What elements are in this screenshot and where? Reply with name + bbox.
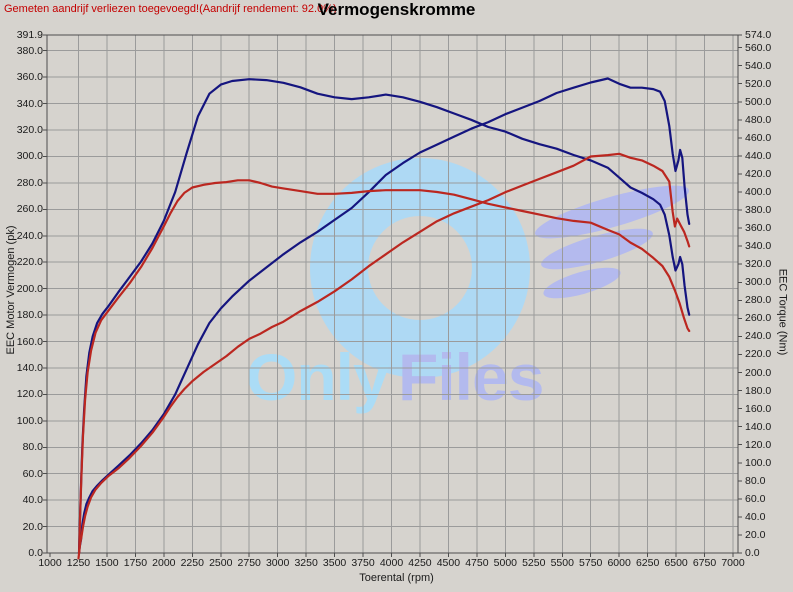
y-right-tick-label: 240.0 [745,330,772,343]
y-left-tick-label: 340.0 [16,97,43,110]
y-left-tick-label: 220.0 [16,256,43,269]
y-right-tick-label: 400.0 [745,186,772,199]
x-tick-label: 2000 [152,557,176,569]
y-left-tick-label: 160.0 [16,335,43,348]
x-tick-label: 3000 [265,557,290,569]
y-right-tick-label: 20.0 [745,528,766,541]
y-right-tick-label: 300.0 [745,276,772,289]
x-tick-label: 7000 [721,557,745,569]
y-left-tick-label: 360.0 [16,71,43,84]
y-left-tick-label: 391.9 [16,29,43,41]
x-tick-label: 3250 [294,557,318,569]
y-right-tick-label: 120.0 [745,438,772,451]
watermark-wing-icon [534,185,690,299]
y-left-tick-label: 260.0 [16,203,43,216]
y-right-tick-label: 340.0 [745,240,772,253]
y-left-tick-label: 80.0 [22,441,43,454]
grid-lines [47,35,738,553]
y-left-tick-label: 380.0 [16,44,43,57]
y-left-tick-label: 40.0 [22,494,43,507]
y-right-tick-label: 160.0 [745,402,772,415]
y-right-tick-label: 360.0 [745,222,772,235]
y-left-tick-label: 200.0 [16,282,43,295]
x-tick-label: 1500 [95,557,119,569]
watermark-text-only: Only [246,340,390,414]
y-right-tick-label: 320.0 [745,258,772,271]
y-right-tick-label: 280.0 [745,294,772,307]
y-right-tick-label: 260.0 [745,312,772,325]
y-right-tick-label: 40.0 [745,510,766,523]
y-right-tick-label: 460.0 [745,131,772,144]
y-left-tick-label: 300.0 [16,150,43,163]
y-left-tick-label: 140.0 [16,361,43,374]
y-left-tick-label: 0.0 [28,547,43,559]
x-tick-label: 6750 [692,557,717,569]
y-left-tick-label: 20.0 [22,520,43,533]
curve-torque_blue_run [77,78,691,555]
y-left-tick-label: 320.0 [16,124,43,137]
curve-torque_red_run [77,179,691,560]
y-right-tick-label: 540.0 [745,59,772,72]
y-right-tick-label: 100.0 [745,456,772,469]
x-tick-label: 3500 [322,557,347,569]
y-right-tick-label: 500.0 [745,95,772,108]
x-axis-title: Toerental (rpm) [359,572,434,584]
x-tick-label: 2750 [237,557,261,569]
y-right-tick-label: 220.0 [745,348,772,361]
y-right-tick-label: 520.0 [745,77,772,90]
y-right-tick-label: 480.0 [745,113,772,126]
y-left-tick-label: 120.0 [16,388,43,401]
x-tick-label: 2250 [180,557,204,569]
y-right-tick-label: 180.0 [745,384,772,397]
x-tick-label: 4250 [408,557,432,569]
x-tick-label: 3750 [351,557,375,569]
driveline-loss-note: Gemeten aandrijf verliezen toegevoegd!(A… [4,3,337,15]
x-tick-label: 4750 [465,557,489,569]
y-right-tick-label: 440.0 [745,149,772,162]
x-tick-label: 5500 [550,557,574,569]
chart-title: Vermogenskromme [317,0,476,19]
x-tick-label: 5750 [579,557,603,569]
watermark-text-files: Files [398,340,543,414]
x-tick-label: 2500 [209,557,233,569]
watermark: Only Files [246,158,690,414]
x-tick-label: 1250 [66,557,91,569]
y-left-tick-label: 240.0 [16,229,43,242]
y-right-tick-label: 140.0 [745,420,772,433]
y-right-tick-label: 574.0 [745,29,772,41]
y-left-tick-label: 280.0 [16,176,43,189]
y-right-tick-label: 80.0 [745,474,766,487]
y-right-tick-label: 200.0 [745,366,772,379]
y-right-tick-label: 420.0 [745,167,772,180]
plot-border [46,34,739,554]
y-left-tick-label: 100.0 [16,414,43,427]
x-tick-label: 5000 [493,557,517,569]
y-right-tick-label: 560.0 [745,41,772,54]
y-right-tick-label: 0.0 [745,547,760,559]
curve-power_red_run [78,152,691,555]
y-right-tick-label: 60.0 [745,492,766,505]
plot-frame [43,34,742,557]
x-tick-label: 6000 [607,557,631,569]
x-tick-label: 6500 [664,557,688,569]
y-left-tick-label: 180.0 [16,309,43,322]
y-axis-right-title: EEC Torque (Nm) [777,268,789,356]
y-left-tick-label: 60.0 [22,467,43,480]
x-tick-label: 1000 [38,557,62,569]
x-tick-label: 4500 [436,557,461,569]
dyno-curves [77,77,691,560]
y-right-tick-label: 380.0 [745,204,772,217]
x-tick-label: 1750 [123,557,148,569]
x-tick-label: 5250 [522,557,546,569]
x-tick-label: 6250 [635,557,660,569]
x-tick-label: 4000 [379,557,404,569]
